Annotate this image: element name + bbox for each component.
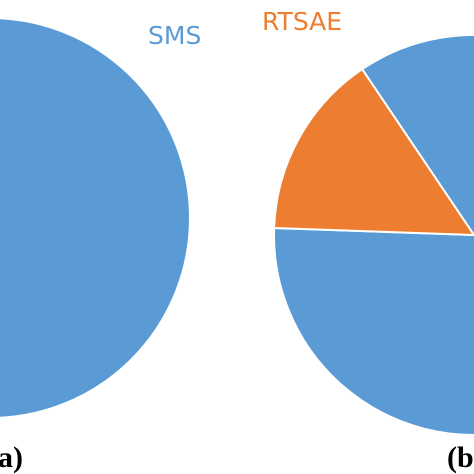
pie-b-slice-sms (273, 34, 474, 436)
pie-chart-b (273, 34, 474, 436)
panel-label-a: (a) (0, 441, 23, 474)
pie-a-slice-sms (0, 17, 191, 419)
pie-b-slice-rtsae (273, 67, 474, 237)
pie-chart-a (0, 17, 191, 419)
pie-a-label-sms: SMS (148, 21, 201, 50)
slice-labels: SMS RTSAE (148, 7, 342, 50)
panel-label-b: (b) (447, 441, 474, 474)
pie-b-label-rtsae: RTSAE (262, 7, 342, 36)
